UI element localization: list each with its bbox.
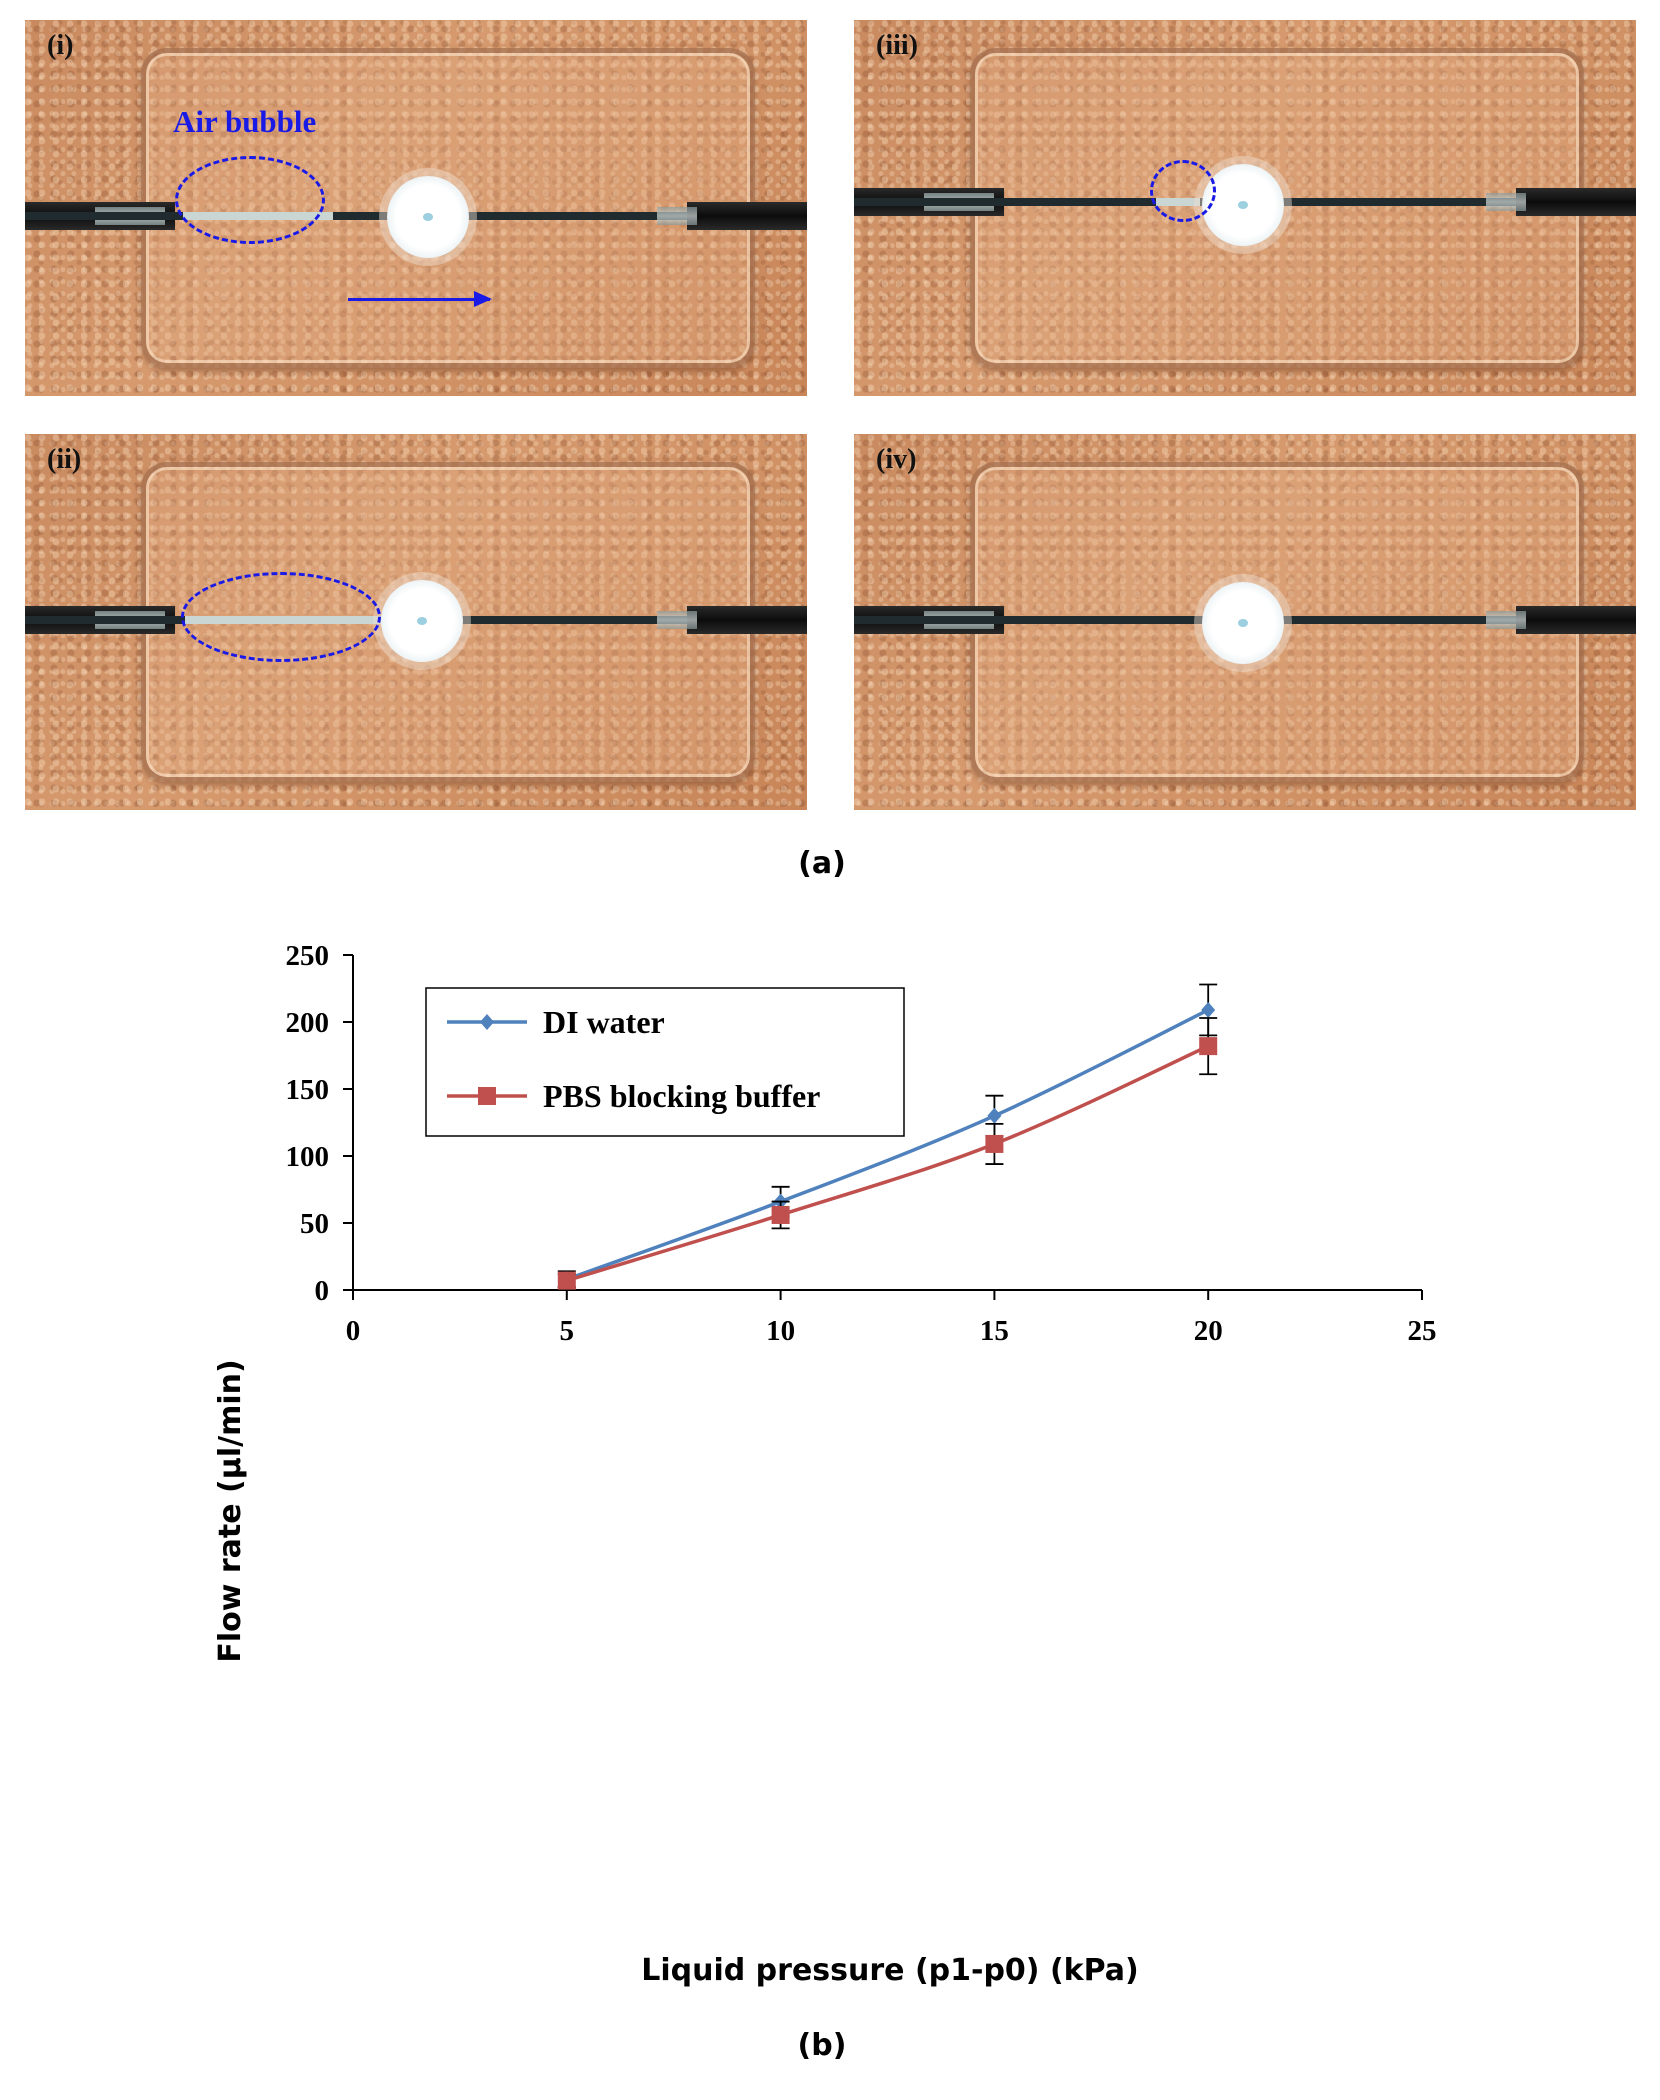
- series-line: [566, 1044, 1209, 1283]
- outlet-tube: [1486, 188, 1636, 216]
- caption-a: (a): [798, 846, 846, 881]
- chart-layer: 0 50 100 150 200 250 0 5 10 15 20 25 DI water PBS blo…: [286, 940, 1437, 1347]
- flow-direction-arrow: [348, 291, 492, 307]
- series-line: [566, 1008, 1209, 1281]
- legend-box: [425, 987, 905, 1137]
- valve: [1202, 582, 1284, 664]
- outlet-tube: [657, 202, 807, 230]
- valve: [387, 176, 469, 258]
- outlet-tube: [1486, 606, 1636, 634]
- data-point: [771, 1205, 790, 1224]
- y-tick-label: 50: [300, 1208, 329, 1240]
- photo-ii: (ii): [25, 434, 807, 810]
- flow-rate-chart: 0 50 100 150 200 250 0 5 10 15 20 25 DI water PBS blo…: [213, 940, 1437, 1988]
- x-tick-label: 15: [980, 1315, 1009, 1347]
- photo-label-iv: (iv): [876, 444, 917, 475]
- outlet-tube: [657, 606, 807, 634]
- y-tick-label: 150: [286, 1074, 330, 1106]
- data-point: [987, 1107, 1002, 1124]
- legend-marker: [480, 1014, 494, 1030]
- caption-b: (b): [797, 2028, 847, 2063]
- x-tick-label: 25: [1408, 1315, 1437, 1347]
- x-tick-label: 20: [1194, 1315, 1223, 1347]
- data-point: [1201, 1001, 1216, 1018]
- x-tick-label: 10: [766, 1315, 795, 1347]
- y-tick-label: 0: [315, 1275, 330, 1307]
- photo-iii: (iii): [854, 20, 1636, 396]
- photo-label-ii: (ii): [47, 444, 82, 475]
- photo-label-i: (i): [47, 30, 74, 61]
- y-tick-label: 100: [286, 1141, 330, 1173]
- data-point: [557, 1271, 576, 1290]
- data-point: [1199, 1037, 1218, 1056]
- air-bubble-outline: [181, 572, 381, 662]
- data-point: [985, 1134, 1004, 1153]
- x-tick-label: 0: [346, 1315, 361, 1347]
- photo-i: Air bubble (i): [25, 20, 807, 396]
- y-axis-title: Flow rate (µl/min): [213, 1359, 248, 1662]
- air-bubble-outline: [175, 156, 325, 244]
- photo-label-iii: (iii): [876, 30, 918, 61]
- air-bubble-outline: [1150, 160, 1216, 222]
- y-tick-label: 250: [286, 940, 330, 972]
- air-bubble-label: Air bubble: [173, 104, 317, 139]
- legend-marker: [478, 1087, 496, 1105]
- y-tick-label: 200: [286, 1007, 330, 1039]
- photo-iv: (iv): [854, 434, 1636, 810]
- x-axis-title: Liquid pressure (p1-p0) (kPa): [641, 1953, 1139, 1988]
- legend-label: PBS blocking buffer: [543, 1078, 820, 1114]
- x-tick-label: 5: [560, 1315, 575, 1347]
- legend-label: DI water: [543, 1004, 665, 1040]
- valve: [381, 580, 463, 662]
- valve: [1202, 164, 1284, 246]
